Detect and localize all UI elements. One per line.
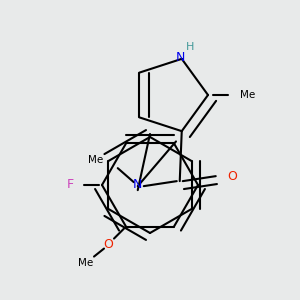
Text: Me: Me xyxy=(78,258,94,268)
Text: O: O xyxy=(103,238,113,251)
Text: H: H xyxy=(186,42,194,52)
Text: Me: Me xyxy=(88,155,104,165)
Text: F: F xyxy=(66,178,74,191)
Text: O: O xyxy=(227,169,237,183)
Text: N: N xyxy=(176,51,185,64)
Text: N: N xyxy=(133,178,142,190)
Text: Me: Me xyxy=(240,90,255,100)
